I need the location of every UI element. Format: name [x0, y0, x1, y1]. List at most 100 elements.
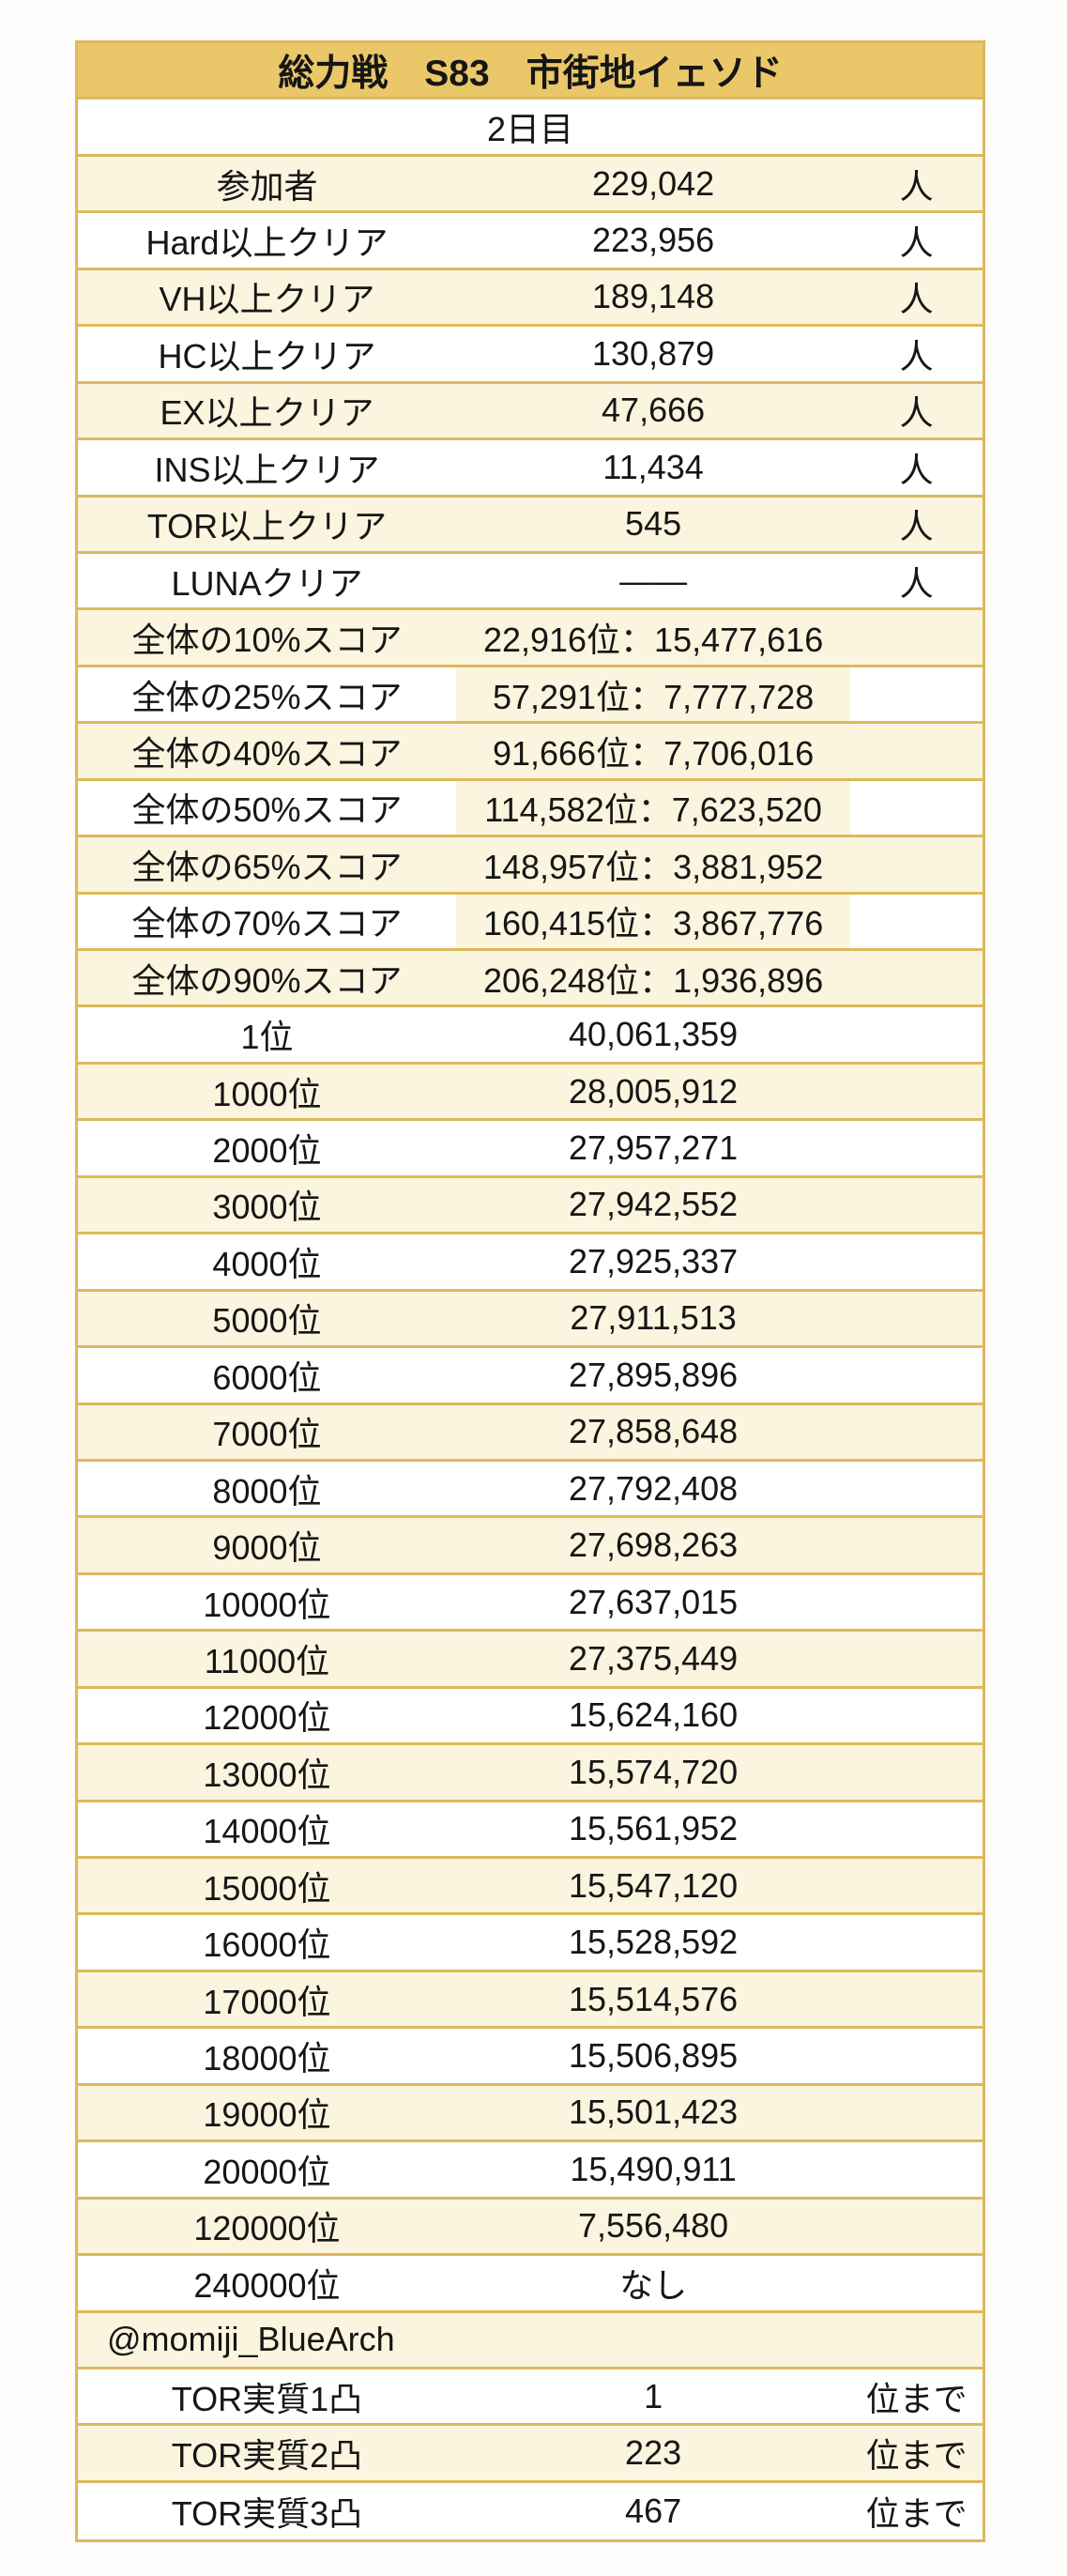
- row-label: 参加者: [216, 166, 318, 206]
- row-label: 10000位: [203, 1585, 331, 1624]
- row-label: 20000位: [203, 2152, 331, 2191]
- row-unit: 人: [899, 166, 934, 206]
- table-row: 15000位 15,547,120: [78, 1859, 983, 1916]
- table-row: 全体の40%スコア 91,666位：7,706,016: [78, 724, 983, 781]
- table-body: 参加者 229,042 人 Hard以上クリア 223,956 人 VH以上クリア 189,1…: [78, 156, 983, 2540]
- row-value: 189,148: [592, 277, 715, 316]
- row-value: 91,666位：7,706,016: [492, 733, 815, 773]
- table-row: 全体の50%スコア 114,582位：7,623,520: [78, 780, 983, 838]
- table-subtitle: 2日目: [486, 110, 574, 149]
- table-row: 12000位 15,624,160: [78, 1688, 983, 1746]
- row-value: 27,698,263: [568, 1526, 739, 1565]
- row-unit: [850, 2029, 983, 2082]
- row-value: 27,942,552: [568, 1185, 739, 1224]
- row-value: 15,501,423: [568, 2093, 739, 2132]
- row-value: 467: [625, 2492, 682, 2531]
- row-label: 6000位: [212, 1357, 322, 1397]
- row-label: 17000位: [203, 1982, 331, 2021]
- table-row: TOR以上クリア 545 人: [78, 497, 983, 554]
- row-value: 22,916位：15,477,616: [482, 621, 824, 660]
- table-row: 6000位 27,895,896: [78, 1348, 983, 1405]
- row-value: 223,956: [592, 221, 715, 260]
- row-label: 14000位: [203, 1812, 331, 1851]
- row-value: 57,291位：7,777,728: [455, 667, 851, 722]
- row-unit: [850, 1121, 983, 1174]
- row-unit: 位まで: [865, 2379, 968, 2418]
- row-value: 28,005,912: [568, 1071, 739, 1111]
- row-unit: [850, 1234, 983, 1288]
- row-label: 16000位: [203, 1925, 331, 1965]
- row-unit: 人: [899, 280, 934, 319]
- row-label: INS以上クリア: [154, 450, 380, 489]
- table-row: TOR実質3凸 467 位まで: [78, 2482, 983, 2540]
- table-title: 総力戦 S83 市街地イェソド: [278, 53, 783, 94]
- row-unit: [850, 1745, 983, 1799]
- row-value: 223: [625, 2433, 682, 2473]
- row-unit: [850, 610, 983, 664]
- table-row: 10000位 27,637,015: [78, 1574, 983, 1633]
- table-row: 19000位 15,501,423: [78, 2085, 983, 2143]
- row-value: 15,506,895: [568, 2036, 739, 2076]
- row-label: 全体の10%スコア: [131, 621, 403, 660]
- ranking-table: 総力戦 S83 市街地イェソド 2日目 参加者 229,042 人 Hard以上クリア…: [75, 40, 985, 2543]
- table-row: 14000位 15,561,952: [78, 1802, 983, 1859]
- table-row: 20000位 15,490,911: [78, 2142, 983, 2200]
- row-unit: 人: [899, 393, 934, 433]
- table-row: 4000位 27,925,337: [78, 1234, 983, 1292]
- row-value: 160,415位：3,867,776: [455, 894, 851, 948]
- row-label: TOR実質1凸: [171, 2379, 363, 2418]
- row-label: 240000位: [193, 2265, 341, 2305]
- row-value: 148,957位：3,881,952: [482, 847, 824, 886]
- table-row: EX以上クリア 47,666 人: [78, 383, 983, 441]
- table-row: 全体の90%スコア 206,248位：1,936,896: [78, 951, 983, 1008]
- row-value: 27,925,337: [568, 1241, 739, 1280]
- table-row: 240000位 なし: [78, 2256, 983, 2313]
- row-value: 545: [625, 504, 682, 544]
- row-value: 15,528,592: [568, 1923, 739, 1962]
- table-row: 8000位 27,792,408: [78, 1461, 983, 1519]
- row-label: EX以上クリア: [160, 393, 374, 433]
- row-unit: [850, 2142, 983, 2196]
- row-label: TOR実質3凸: [171, 2494, 363, 2534]
- row-value: 40,061,359: [568, 1015, 739, 1054]
- row-unit: [850, 895, 983, 948]
- row-unit: [850, 1007, 983, 1061]
- row-value: 15,514,576: [568, 1979, 739, 2018]
- row-unit: [850, 1632, 983, 1685]
- table-row: Hard以上クリア 223,956 人: [78, 213, 983, 270]
- row-unit: [850, 724, 983, 777]
- row-value: 130,879: [592, 333, 715, 373]
- row-label: TOR以上クリア: [146, 507, 388, 546]
- row-value: ――: [619, 560, 688, 600]
- row-unit: 人: [899, 507, 934, 546]
- row-unit: [850, 667, 983, 721]
- row-value: 1: [644, 2376, 663, 2415]
- row-unit: [850, 2256, 983, 2309]
- row-unit: [850, 1065, 983, 1118]
- credit-row: @momiji_BlueArch: [78, 2312, 983, 2369]
- row-value: 27,911,513: [570, 1298, 737, 1338]
- row-unit: 人: [899, 336, 934, 376]
- row-value: 229,042: [592, 163, 715, 203]
- row-unit: 人: [899, 563, 934, 603]
- row-label: HC以上クリア: [158, 336, 376, 376]
- row-value: 15,624,160: [568, 1695, 739, 1735]
- row-value: 27,792,408: [568, 1468, 739, 1508]
- table-subtitle-row: 2日目: [78, 100, 983, 157]
- table-row: 18000位 15,506,895: [78, 2029, 983, 2086]
- row-label: 7000位: [212, 1415, 322, 1454]
- row-value: なし: [619, 2265, 688, 2305]
- row-value: 15,574,720: [568, 1752, 739, 1791]
- row-value: 11,434: [602, 447, 704, 486]
- table-row: 7000位 27,858,648: [78, 1404, 983, 1462]
- row-label: 5000位: [212, 1301, 322, 1341]
- row-unit: [850, 1575, 983, 1629]
- row-label: 全体の70%スコア: [131, 904, 403, 943]
- row-unit: 人: [899, 223, 934, 263]
- row-label: 全体の40%スコア: [131, 733, 403, 773]
- row-unit: [850, 1178, 983, 1232]
- row-label: 3000位: [212, 1188, 322, 1227]
- row-value: 15,547,120: [568, 1865, 739, 1905]
- row-value: 15,490,911: [570, 2149, 737, 2188]
- row-unit: [850, 1972, 983, 2026]
